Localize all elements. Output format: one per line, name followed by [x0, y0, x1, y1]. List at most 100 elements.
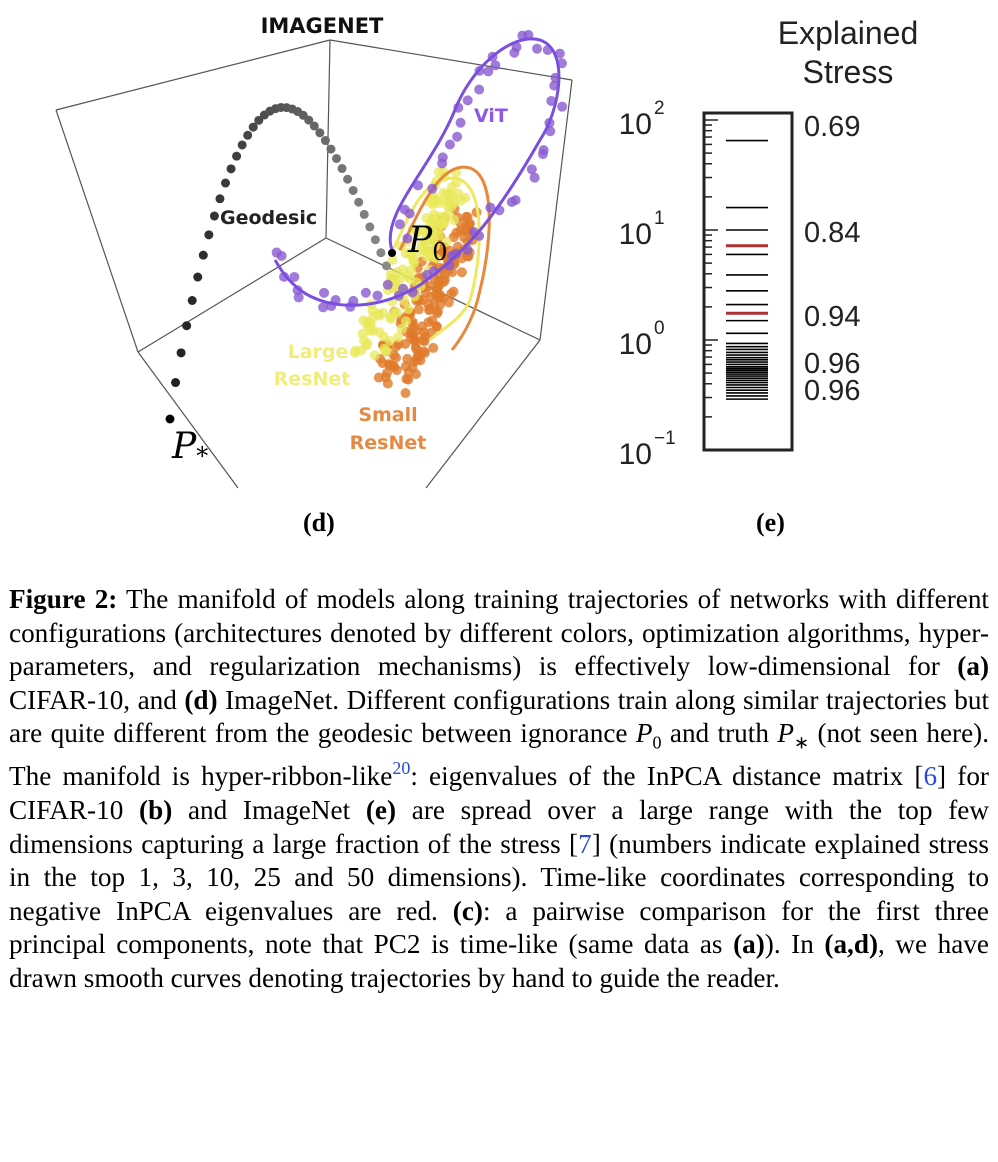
large-resnet-point [392, 267, 403, 278]
geodesic-point [343, 174, 353, 184]
large-resnet-point [405, 273, 416, 284]
caption-math-pstar-main: P [777, 718, 794, 749]
caption-math-p0-main: P [635, 718, 653, 749]
explained-stress-label: 0.84 [804, 217, 860, 249]
large-resnet-point [417, 225, 428, 236]
y-tick-label: 10 [619, 218, 652, 251]
citation-link-20[interactable]: 20 [392, 758, 411, 779]
vit-point [474, 84, 485, 95]
small-resnet-point [428, 342, 439, 353]
caption-bold-ref: (b) [139, 795, 173, 825]
vit-curve [273, 37, 561, 307]
vit-point [546, 95, 557, 106]
vit-point [318, 302, 329, 313]
caption-text: are spread over a large range with the t… [9, 795, 989, 859]
geodesic-point [193, 272, 203, 282]
geodesic-point [381, 261, 391, 271]
geodesic-point [204, 230, 214, 240]
vit-point [372, 290, 383, 301]
geodesic-point [348, 185, 358, 195]
caption-text: : a pairwise comparison for the first th… [9, 895, 990, 960]
small-resnet-point [419, 336, 430, 347]
caption-text: ImageNet. Different configurations train… [9, 684, 989, 749]
p0-point [388, 249, 396, 257]
geodesic-point [315, 128, 325, 138]
small-resnet-point [412, 354, 423, 365]
y-tick-label-exponent: −1 [654, 428, 676, 449]
vit-point [462, 95, 473, 106]
vit-point [529, 172, 540, 183]
small-resnet-point [462, 212, 473, 223]
vit-point [404, 208, 415, 219]
geodesic-point [376, 248, 386, 258]
citation-link-6[interactable]: 6 [923, 761, 938, 792]
explained-stress-label: 0.96 [804, 348, 860, 380]
vit-point [557, 101, 568, 112]
vit-point [511, 42, 522, 53]
large-resnet-point [432, 217, 443, 228]
geodesic-point [221, 178, 230, 188]
large-resnet-point [358, 315, 369, 326]
geodesic-point [332, 153, 341, 163]
vit-point [490, 60, 501, 71]
caption-bold-ref: (a,d) [824, 929, 879, 960]
caption-figure-label: Figure 2: [9, 584, 118, 614]
small-resnet-point [400, 388, 411, 399]
large-resnet-curve [390, 176, 481, 342]
geodesic-point [320, 136, 330, 146]
large-resnet-point [427, 235, 438, 246]
large-resnet-point [368, 325, 379, 336]
vit-point [455, 117, 466, 128]
small-resnet-point [432, 308, 443, 319]
caption-text: ] for CIFAR-10 [9, 761, 989, 825]
large-resnet-point [367, 305, 378, 316]
geodesic-point [243, 130, 253, 140]
geodesic-label: Geodesic [220, 207, 317, 229]
large-resnet-point [350, 345, 361, 356]
vit-point [289, 271, 300, 282]
vit-point [319, 287, 330, 298]
y-tick-label-base: 10 [619, 438, 652, 471]
large-resnet-point [427, 199, 438, 210]
small-resnet-label-2: ResNet [350, 432, 427, 454]
citation-link-7[interactable]: 7 [578, 828, 592, 859]
large-resnet-point [421, 212, 432, 223]
small-resnet-point [456, 267, 467, 278]
small-resnet-point [403, 374, 414, 385]
eigenvalue-marks [726, 139, 768, 400]
caption-bold-ref: (d) [184, 684, 218, 715]
small-resnet-point [413, 304, 424, 315]
small-resnet-point [460, 225, 471, 236]
small-resnet-point [448, 286, 459, 297]
y-tick-label: 10 [619, 328, 652, 361]
caption-math-pstar-sub: ∗ [793, 732, 810, 753]
y-tick-label-base: 10 [619, 218, 652, 251]
small-resnet-curve [398, 165, 491, 351]
explained-stress-label: 0.69 [804, 111, 860, 143]
panel-d-3d-plot: IMAGENET Geodesic ViT Large ResNet Small… [55, 14, 573, 489]
small-resnet-point [431, 283, 442, 294]
large-resnet-point [392, 307, 403, 318]
caption-text: and truth [661, 718, 778, 749]
y-axis-ticks [704, 119, 718, 451]
large-resnet-label-1: Large [288, 341, 349, 363]
panel-e-sublabel: (e) [756, 508, 785, 537]
caption-text: ). In [764, 929, 825, 960]
vit-point [554, 48, 565, 59]
caption-math-p0-sub: 0 [652, 732, 662, 753]
caption-text: CIFAR-10, and [9, 684, 185, 715]
vit-point [437, 152, 448, 163]
geodesic-point [182, 321, 192, 331]
caption-bold-ref: (c) [452, 895, 483, 926]
geodesic-point [365, 222, 375, 232]
caption-bold-ref: (a) [733, 929, 765, 960]
vit-point [538, 145, 549, 156]
vit-point [293, 292, 304, 303]
small-resnet-label-1: Small [358, 404, 417, 426]
small-resnet-point [391, 352, 402, 363]
geodesic-point [337, 164, 347, 174]
geodesic-point [237, 140, 247, 150]
small-resnet-point [431, 321, 442, 332]
